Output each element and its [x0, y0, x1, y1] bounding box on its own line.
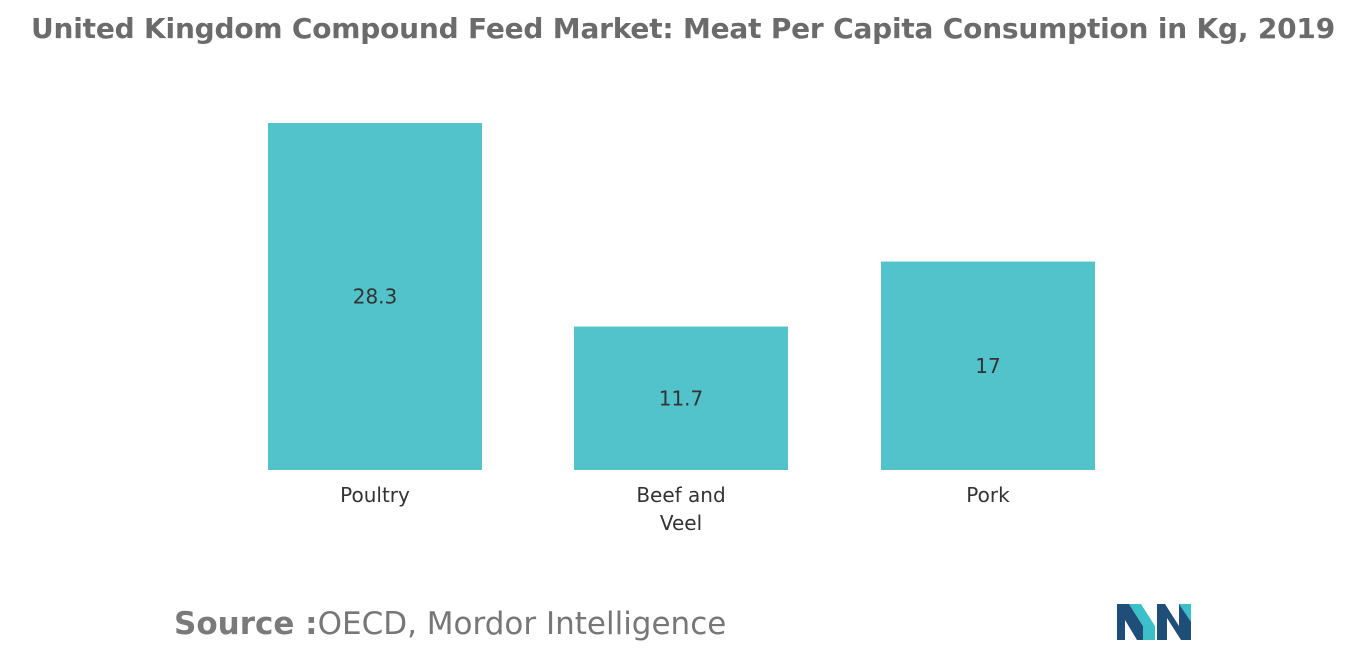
logo-shape-right — [1157, 604, 1191, 640]
value-label: 11.7 — [659, 386, 704, 410]
mordor-intelligence-logo-icon — [1117, 604, 1191, 640]
bar-beef-and-veel — [574, 326, 788, 470]
source-text: OECD, Mordor Intelligence — [317, 606, 727, 642]
category-label: Veel — [660, 511, 702, 535]
bar-pork — [881, 261, 1095, 470]
value-labels-group: 28.3 11.7 17 — [353, 285, 1001, 411]
logo-shape-left — [1117, 604, 1143, 640]
category-labels-group: Poultry Beef and Veel Pork — [340, 483, 1010, 535]
value-label: 17 — [975, 354, 1000, 378]
bars-group — [268, 123, 1095, 470]
logo-shape-mid — [1129, 604, 1155, 640]
source-label: Source : — [174, 606, 318, 642]
value-label: 28.3 — [353, 285, 398, 309]
category-label: Poultry — [340, 483, 410, 507]
bar-poultry — [268, 123, 482, 470]
source-note: Source :OECD, Mordor Intelligence — [174, 606, 726, 642]
category-label: Beef and — [636, 483, 725, 507]
bar-chart: 28.3 11.7 17 Poultry Beef and Veel Pork — [268, 123, 1095, 535]
category-label: Pork — [966, 483, 1010, 507]
logo-shape-accent — [1179, 604, 1191, 622]
chart-title: United Kingdom Compound Feed Market: Mea… — [31, 12, 1335, 45]
